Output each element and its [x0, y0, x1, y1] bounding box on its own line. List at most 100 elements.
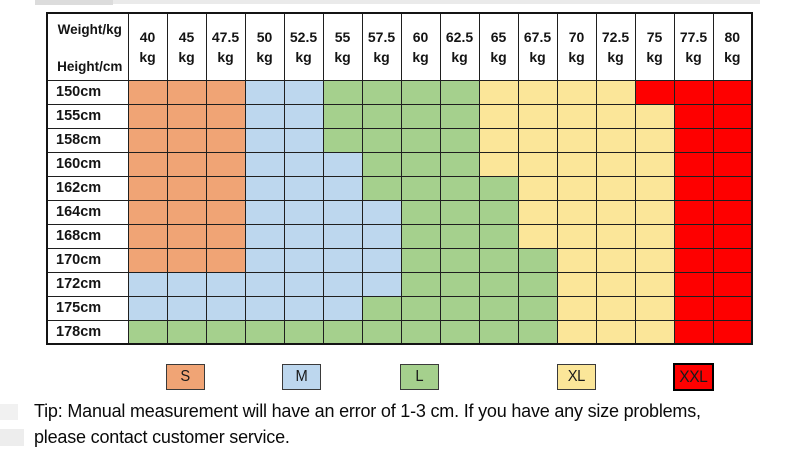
size-cell-l — [400, 79, 441, 105]
size-cell-l — [322, 319, 363, 345]
size-cell-m — [322, 247, 363, 273]
size-cell-xl — [517, 127, 558, 153]
legend-label-xxl: XXL — [679, 367, 708, 386]
height-row-label: 162cm — [46, 175, 129, 201]
size-cell-xxl — [712, 175, 753, 201]
size-cell-xxl — [712, 247, 753, 273]
size-cell-xl — [556, 127, 597, 153]
height-row-label: 164cm — [46, 199, 129, 225]
size-cell-m — [322, 271, 363, 297]
size-cell-m — [244, 127, 285, 153]
size-cell-l — [166, 319, 207, 345]
legend-swatch-xl: XL — [557, 364, 596, 390]
photo-edge-artifact-dark — [35, 0, 113, 5]
size-cell-xl — [595, 151, 636, 177]
size-cell-m — [283, 175, 324, 201]
table-row: 162cm — [46, 175, 753, 201]
legend-label-l: L — [415, 368, 424, 385]
legend-swatch-m: M — [282, 364, 321, 390]
size-cell-s — [205, 79, 246, 105]
size-cell-m — [244, 103, 285, 129]
weight-column-header: 47.5 kg — [205, 12, 246, 81]
size-cell-m — [283, 151, 324, 177]
size-cell-l — [400, 319, 441, 345]
size-cell-xl — [595, 175, 636, 201]
size-cell-l — [361, 175, 402, 201]
size-cell-l — [283, 319, 324, 345]
size-cell-xxl — [673, 247, 714, 273]
table-row: 178cm — [46, 319, 753, 345]
weight-column-header: 77.5 kg — [673, 12, 714, 81]
size-cell-xl — [556, 175, 597, 201]
size-cell-xl — [595, 295, 636, 321]
size-cell-l — [439, 319, 480, 345]
size-cell-s — [166, 103, 207, 129]
weight-column-header: 65 kg — [478, 12, 519, 81]
size-cell-m — [322, 295, 363, 321]
size-cell-l — [361, 103, 402, 129]
size-cell-l — [478, 295, 519, 321]
size-cell-xxl — [673, 199, 714, 225]
size-cell-l — [361, 79, 402, 105]
size-cell-xl — [634, 247, 675, 273]
size-cell-s — [166, 247, 207, 273]
size-cell-l — [478, 223, 519, 249]
size-cell-m — [283, 223, 324, 249]
size-cell-m — [127, 295, 168, 321]
size-cell-xl — [634, 223, 675, 249]
size-cell-xl — [517, 199, 558, 225]
size-cell-xxl — [712, 151, 753, 177]
size-cell-xl — [595, 223, 636, 249]
table-row: 158cm — [46, 127, 753, 153]
size-cell-xl — [478, 79, 519, 105]
height-row-label: 158cm — [46, 127, 129, 153]
size-cell-m — [244, 199, 285, 225]
size-cell-xl — [634, 103, 675, 129]
height-row-label: 168cm — [46, 223, 129, 249]
legend-swatch-l: L — [400, 364, 439, 390]
size-cell-l — [361, 319, 402, 345]
weight-column-header: 40 kg — [127, 12, 168, 81]
size-cell-l — [361, 151, 402, 177]
size-cell-m — [283, 247, 324, 273]
size-cell-xl — [595, 199, 636, 225]
size-cell-l — [361, 127, 402, 153]
size-cell-m — [244, 223, 285, 249]
size-cell-m — [244, 175, 285, 201]
size-cell-l — [244, 319, 285, 345]
size-cell-xl — [517, 175, 558, 201]
size-cell-m — [244, 295, 285, 321]
size-cell-l — [400, 151, 441, 177]
size-cell-l — [517, 319, 558, 345]
size-cell-xxl — [673, 151, 714, 177]
size-cell-m — [127, 271, 168, 297]
legend-label-s: S — [180, 368, 191, 385]
scan-smudge — [0, 404, 18, 420]
weight-column-header: 50 kg — [244, 12, 285, 81]
height-row-label: 170cm — [46, 247, 129, 273]
size-cell-m — [283, 103, 324, 129]
size-cell-m — [244, 151, 285, 177]
size-cell-xl — [556, 271, 597, 297]
size-cell-xxl — [673, 295, 714, 321]
size-cell-xxl — [634, 79, 675, 105]
size-cell-xl — [556, 319, 597, 345]
size-cell-l — [400, 295, 441, 321]
size-cell-s — [166, 199, 207, 225]
height-row-label: 160cm — [46, 151, 129, 177]
size-cell-xxl — [673, 79, 714, 105]
table-header-row: Weight/kg Height/cm 40 kg 45 kg 47.5 kg 50 kg 52… — [46, 12, 753, 81]
size-cell-xl — [595, 103, 636, 129]
size-cell-l — [439, 151, 480, 177]
size-cell-l — [439, 127, 480, 153]
size-chart-table: Weight/kg Height/cm 40 kg 45 kg 47.5 kg 50 kg 52… — [46, 12, 753, 345]
height-row-label: 172cm — [46, 271, 129, 297]
size-cell-l — [439, 175, 480, 201]
size-cell-l — [322, 127, 363, 153]
size-cell-l — [400, 247, 441, 273]
size-cell-l — [361, 295, 402, 321]
size-cell-s — [205, 223, 246, 249]
size-cell-l — [478, 271, 519, 297]
height-axis-label: Height/cm — [57, 58, 123, 74]
legend-label-m: M — [295, 368, 308, 385]
